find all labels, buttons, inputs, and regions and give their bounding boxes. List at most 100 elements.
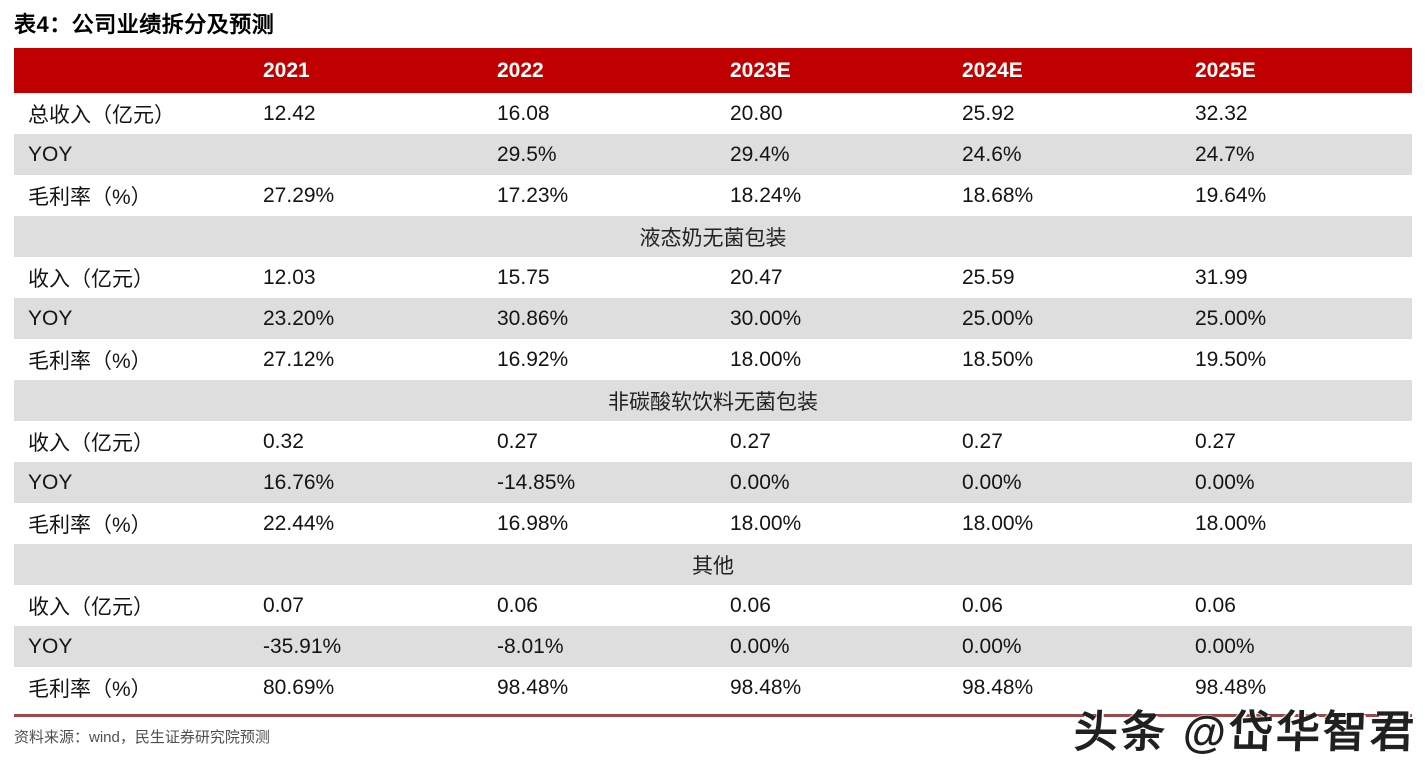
section-label: 非碳酸软饮料无菌包装 [14,380,1412,421]
value-cell: 0.27 [730,421,962,462]
value-cell: 18.50% [962,339,1195,380]
value-cell: 29.5% [497,134,730,175]
row-label: 毛利率（%） [14,175,263,216]
table-row: YOY 29.5% 29.4% 24.6% 24.7% [14,134,1412,175]
header-cell-2023e: 2023E [730,48,962,93]
value-cell: 19.64% [1195,175,1412,216]
value-cell: 0.27 [962,421,1195,462]
row-label: YOY [14,298,263,339]
value-cell: 16.92% [497,339,730,380]
header-cell-label [14,48,263,93]
section-row: 液态奶无菌包装 [14,216,1412,257]
header-cell-2024e: 2024E [962,48,1195,93]
table-row: 收入（亿元） 12.03 15.75 20.47 25.59 31.99 [14,257,1412,298]
value-cell: 18.00% [730,339,962,380]
value-cell: 27.12% [263,339,497,380]
row-label: 收入（亿元） [14,257,263,298]
page-title: 表4：公司业绩拆分及预测 [14,12,275,37]
section-row: 其他 [14,544,1412,585]
value-cell: 98.48% [962,667,1195,708]
header-cell-2025e: 2025E [1195,48,1412,93]
value-cell: 0.07 [263,585,497,626]
watermark: 头条 @岱华智君 [1072,708,1418,757]
value-cell: 29.4% [730,134,962,175]
row-label: 毛利率（%） [14,667,263,708]
value-cell: 12.03 [263,257,497,298]
value-cell: 27.29% [263,175,497,216]
value-cell: -8.01% [497,626,730,667]
header-cell-2022: 2022 [497,48,730,93]
value-cell: 0.00% [1195,462,1412,503]
row-label: YOY [14,462,263,503]
value-cell: 0.06 [962,585,1195,626]
value-cell: 24.6% [962,134,1195,175]
table-row: 收入（亿元） 0.07 0.06 0.06 0.06 0.06 [14,585,1412,626]
value-cell: 18.68% [962,175,1195,216]
section-label: 其他 [14,544,1412,585]
value-cell: 16.98% [497,503,730,544]
value-cell: 0.00% [962,462,1195,503]
value-cell: 0.32 [263,421,497,462]
value-cell: 0.27 [1195,421,1412,462]
value-cell: 98.48% [497,667,730,708]
value-cell: 0.06 [1195,585,1412,626]
value-cell: 30.86% [497,298,730,339]
section-row: 非碳酸软饮料无菌包装 [14,380,1412,421]
table-row: 毛利率（%） 80.69% 98.48% 98.48% 98.48% 98.48% [14,667,1412,708]
table-bottom-rule [14,714,1412,717]
table-row: 毛利率（%） 22.44% 16.98% 18.00% 18.00% 18.00% [14,503,1412,544]
table-row: 收入（亿元） 0.32 0.27 0.27 0.27 0.27 [14,421,1412,462]
value-cell: 0.00% [1195,626,1412,667]
value-cell: 0.06 [730,585,962,626]
value-cell: 20.80 [730,93,962,134]
value-cell: 18.00% [962,503,1195,544]
section-label: 液态奶无菌包装 [14,216,1412,257]
value-cell: 22.44% [263,503,497,544]
value-cell: 32.32 [1195,93,1412,134]
value-cell: 23.20% [263,298,497,339]
table-row: 毛利率（%） 27.12% 16.92% 18.00% 18.50% 19.50% [14,339,1412,380]
value-cell: 0.06 [497,585,730,626]
value-cell: -14.85% [497,462,730,503]
row-label: 收入（亿元） [14,585,263,626]
value-cell: 0.00% [730,462,962,503]
table-row: 总收入（亿元） 12.42 16.08 20.80 25.92 32.32 [14,93,1412,134]
table-row: YOY -35.91% -8.01% 0.00% 0.00% 0.00% [14,626,1412,667]
performance-table: 2021 2022 2023E 2024E 2025E 总收入（亿元） 12.42… [14,48,1412,708]
value-cell: 25.92 [962,93,1195,134]
value-cell: 25.00% [1195,298,1412,339]
value-cell: 18.00% [730,503,962,544]
value-cell: 17.23% [497,175,730,216]
value-cell: 30.00% [730,298,962,339]
value-cell: 25.59 [962,257,1195,298]
value-cell: 25.00% [962,298,1195,339]
value-cell: 15.75 [497,257,730,298]
value-cell: 20.47 [730,257,962,298]
value-cell: 18.24% [730,175,962,216]
value-cell: 16.08 [497,93,730,134]
value-cell: 0.00% [962,626,1195,667]
value-cell: 0.00% [730,626,962,667]
value-cell: 18.00% [1195,503,1412,544]
header-cell-2021: 2021 [263,48,497,93]
table-header-row: 2021 2022 2023E 2024E 2025E [14,48,1412,93]
source-note: 资料来源：wind，民生证券研究院预测 [14,729,270,746]
value-cell: 31.99 [1195,257,1412,298]
value-cell: -35.91% [263,626,497,667]
row-label: 毛利率（%） [14,339,263,380]
row-label: YOY [14,134,263,175]
row-label: 毛利率（%） [14,503,263,544]
value-cell: 98.48% [1195,667,1412,708]
value-cell [263,134,497,175]
value-cell: 16.76% [263,462,497,503]
value-cell: 80.69% [263,667,497,708]
value-cell: 98.48% [730,667,962,708]
table-body: 总收入（亿元） 12.42 16.08 20.80 25.92 32.32 YOY 29.5%… [14,93,1412,708]
row-label: YOY [14,626,263,667]
value-cell: 24.7% [1195,134,1412,175]
value-cell: 12.42 [263,93,497,134]
table-row: 毛利率（%） 27.29% 17.23% 18.24% 18.68% 19.64% [14,175,1412,216]
row-label: 总收入（亿元） [14,93,263,134]
row-label: 收入（亿元） [14,421,263,462]
value-cell: 19.50% [1195,339,1412,380]
